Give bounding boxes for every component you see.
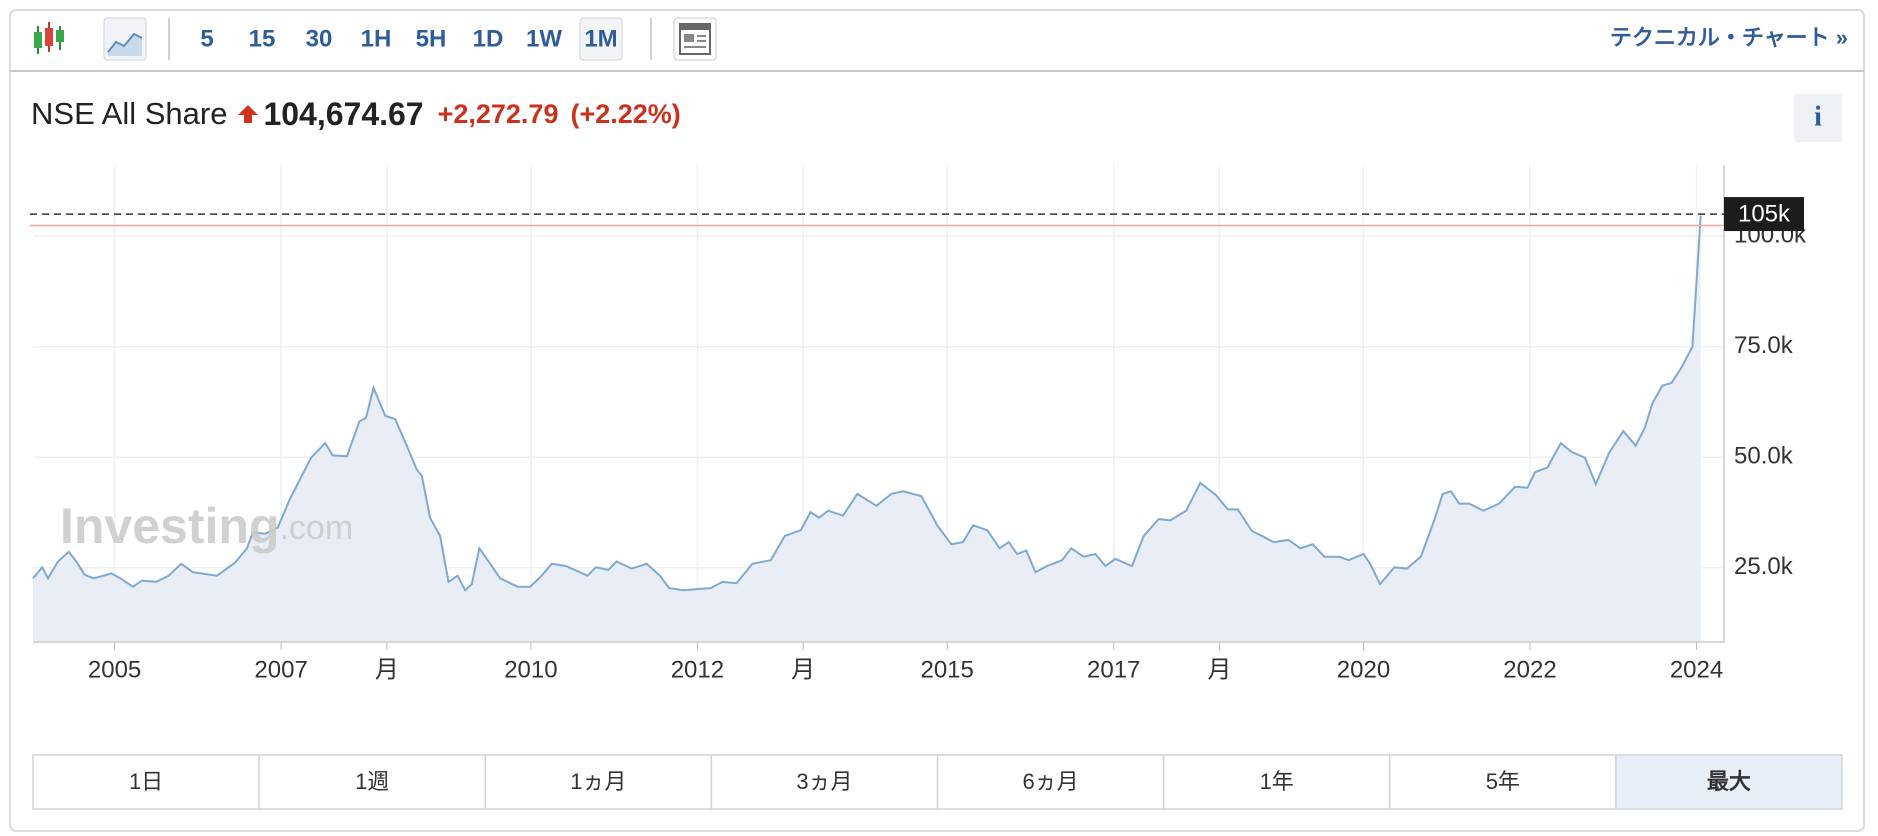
layout-icon[interactable] bbox=[673, 17, 717, 61]
watermark: Investing.com bbox=[60, 498, 353, 554]
chart-title: NSE All Share bbox=[31, 96, 228, 131]
interval-button[interactable]: 1D bbox=[473, 25, 504, 52]
interval-button[interactable]: 30 bbox=[306, 25, 333, 52]
change-pct: (+2.22%) bbox=[570, 98, 681, 129]
range-label[interactable]: 最大 bbox=[1707, 769, 1751, 794]
candlestick-icon[interactable] bbox=[34, 22, 64, 54]
selected-interval-box bbox=[579, 17, 623, 61]
interval-button[interactable]: 1W bbox=[526, 25, 562, 52]
range-label[interactable]: 1週 bbox=[355, 769, 389, 794]
range-button[interactable] bbox=[936, 754, 1165, 810]
info-button[interactable] bbox=[1794, 94, 1842, 142]
interval-button[interactable]: 1M bbox=[584, 25, 617, 52]
last-price-badge bbox=[1724, 197, 1804, 232]
y-tick-label: 25.0k bbox=[1734, 553, 1794, 580]
y-tick-label: 75.0k bbox=[1734, 332, 1794, 359]
range-button[interactable] bbox=[1615, 754, 1843, 810]
area-icon[interactable] bbox=[103, 17, 147, 61]
x-tick-label: 2015 bbox=[920, 656, 973, 683]
watermark-part: Investing bbox=[60, 498, 279, 554]
x-tick-label: 2020 bbox=[1337, 656, 1390, 683]
x-tick-label: 2007 bbox=[254, 656, 307, 683]
x-tick-label: 月 bbox=[1207, 656, 1231, 683]
last-price-label: 105k bbox=[1738, 200, 1791, 227]
watermark-part: .com bbox=[279, 509, 353, 547]
interval-button[interactable]: 5 bbox=[200, 25, 213, 52]
range-button[interactable] bbox=[1162, 754, 1391, 810]
info-label[interactable]: i bbox=[1814, 101, 1822, 132]
interval-button[interactable]: 15 bbox=[249, 25, 276, 52]
interval-button[interactable]: 1H bbox=[361, 25, 392, 52]
x-tick-label: 2012 bbox=[671, 656, 724, 683]
range-button[interactable] bbox=[258, 754, 486, 810]
x-tick-label: 2017 bbox=[1087, 656, 1140, 683]
up-arrow bbox=[238, 105, 259, 123]
range-label[interactable]: 6ヵ月 bbox=[1022, 769, 1078, 794]
x-tick-label: 2005 bbox=[88, 656, 141, 683]
technical-chart-link[interactable]: テクニカル・チャート » bbox=[1610, 25, 1848, 50]
interval-button[interactable]: 5H bbox=[416, 25, 447, 52]
x-tick-label: 月 bbox=[375, 656, 399, 683]
range-label[interactable]: 1年 bbox=[1260, 769, 1294, 794]
x-tick-label: 2010 bbox=[504, 656, 557, 683]
range-button[interactable] bbox=[32, 754, 260, 810]
title-row: NSE All Share 104,674.67 +2,272.79 (+2.2… bbox=[31, 94, 681, 134]
change: +2,272.79 bbox=[437, 98, 559, 129]
price-line bbox=[32, 215, 1702, 592]
y-tick-label: 50.0k bbox=[1734, 443, 1794, 470]
range-button[interactable] bbox=[1389, 754, 1617, 810]
x-tick-label: 2022 bbox=[1503, 656, 1556, 683]
price: 104,674.67 bbox=[263, 95, 424, 132]
area-fill bbox=[33, 215, 1701, 642]
x-tick-label: 月 bbox=[791, 656, 815, 683]
range-label[interactable]: 1ヵ月 bbox=[570, 769, 626, 794]
range-label[interactable]: 3ヵ月 bbox=[796, 769, 852, 794]
x-tick-label: 2024 bbox=[1670, 656, 1723, 683]
range-button[interactable] bbox=[710, 754, 939, 810]
range-label[interactable]: 5年 bbox=[1486, 769, 1520, 794]
range-label[interactable]: 1日 bbox=[129, 769, 163, 794]
range-button[interactable] bbox=[484, 754, 713, 810]
